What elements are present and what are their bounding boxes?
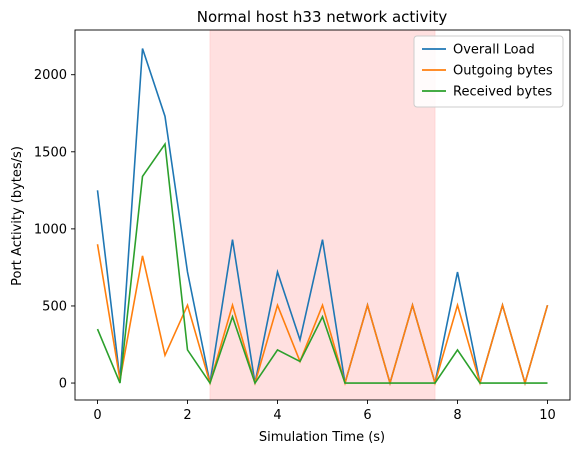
series-line-2 bbox=[96, 141, 548, 385]
x-tick-label-1: 2 bbox=[183, 408, 191, 423]
plot-area bbox=[74, 29, 571, 401]
y-tick-label-0: 0 bbox=[59, 377, 67, 392]
legend-label-2: Received bytes bbox=[453, 85, 552, 100]
x-tick-label-5: 10 bbox=[539, 408, 556, 423]
y-tick-label-1: 500 bbox=[42, 299, 67, 314]
legend-box bbox=[413, 35, 564, 108]
x-tick-label-0: 0 bbox=[93, 408, 101, 423]
y-tick-label-3: 1500 bbox=[34, 145, 67, 160]
y-axis-ticks: 0 500 1000 1500 2000 bbox=[34, 68, 75, 392]
y-axis-label: Port Activity (bytes/s) bbox=[10, 146, 25, 286]
x-tick-label-2: 4 bbox=[273, 408, 281, 423]
series-line-1 bbox=[96, 244, 549, 386]
x-tick-label-4: 8 bbox=[453, 408, 461, 423]
plot-frame bbox=[74, 29, 571, 401]
y-tick-label-4: 2000 bbox=[34, 68, 67, 83]
x-axis-ticks: 0 2 4 6 8 10 bbox=[93, 400, 556, 423]
y-tick-label-2: 1000 bbox=[34, 222, 67, 237]
series-line-0 bbox=[96, 48, 549, 386]
chart-title: Normal host h33 network activity bbox=[197, 8, 448, 26]
x-axis-label: Simulation Time (s) bbox=[259, 430, 385, 445]
x-tick-label-3: 6 bbox=[363, 408, 371, 423]
legend-label-1: Outgoing bytes bbox=[453, 64, 553, 79]
legend-label-0: Overall Load bbox=[453, 43, 535, 58]
legend: Overall Load Outgoing bytes Received bytes bbox=[413, 35, 564, 108]
